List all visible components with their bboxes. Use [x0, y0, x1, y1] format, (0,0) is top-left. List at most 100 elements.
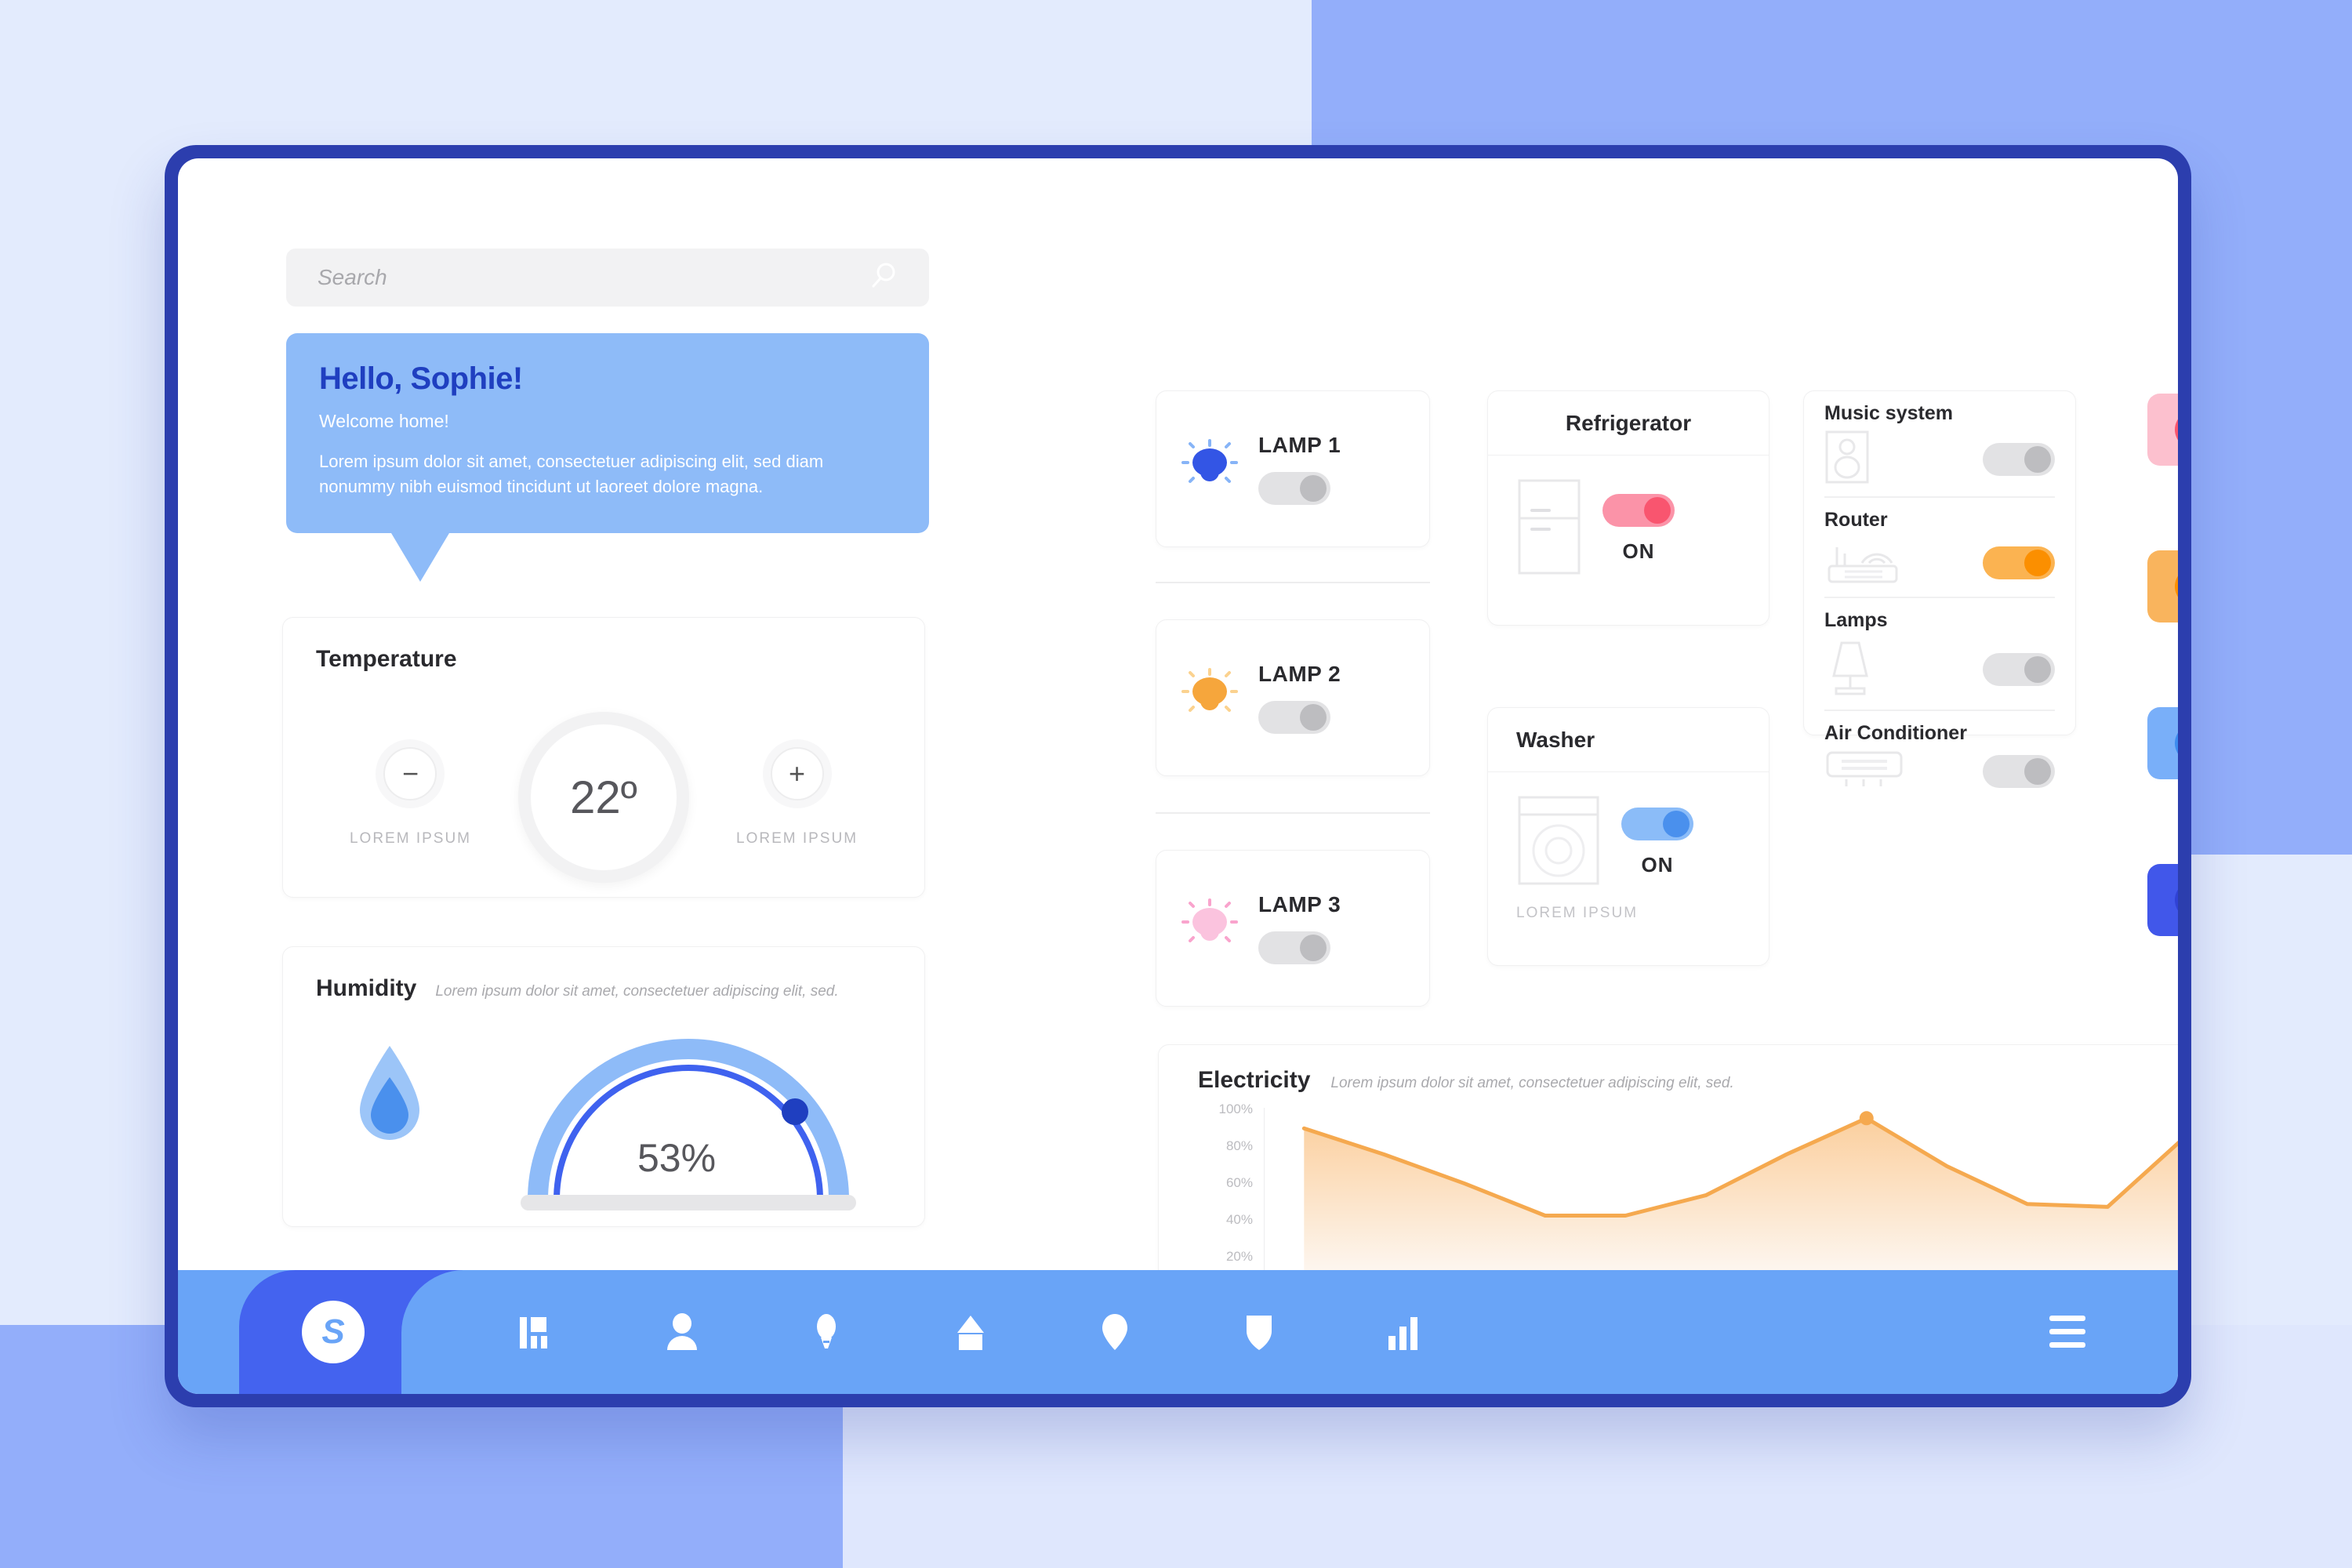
add-button-pink[interactable]: +: [2147, 394, 2178, 466]
lightbulb-icon: [1178, 895, 1241, 962]
humidity-body: 53%: [316, 1002, 891, 1210]
device-list-card: Music system Router: [1803, 390, 2076, 788]
lamp-card[interactable]: LAMP 2: [1156, 619, 1430, 776]
device-row[interactable]: Music system: [1824, 391, 2055, 496]
lamp-toggle[interactable]: [1258, 701, 1330, 734]
washing-machine-icon: [1516, 794, 1601, 891]
user-icon[interactable]: [659, 1309, 705, 1355]
shield-icon[interactable]: [1236, 1309, 1282, 1355]
menu-line: [2049, 1316, 2085, 1321]
app-logo[interactable]: S: [302, 1301, 365, 1363]
lamp-label: LAMP 3: [1258, 892, 1341, 916]
search-input[interactable]: [318, 265, 868, 290]
lamp-info: LAMP 1: [1258, 433, 1341, 505]
toggle-knob: [1300, 475, 1327, 502]
greeting-subtitle: Welcome home!: [319, 411, 449, 431]
refrigerator-controls: ON: [1602, 494, 1675, 564]
air-conditioner-icon: [1824, 750, 1904, 793]
washer-state: ON: [1641, 853, 1674, 877]
humidity-value: 53%: [637, 1136, 717, 1180]
dashboard-icon[interactable]: [515, 1309, 561, 1355]
router-toggle[interactable]: [1983, 546, 2055, 579]
lamps-toggle[interactable]: [1983, 652, 2055, 686]
lightbulb-icon: [1178, 436, 1241, 503]
greeting-body: Lorem ipsum dolor sit amet, consectetuer…: [319, 452, 824, 496]
toggle-knob: [1644, 497, 1671, 524]
add-button-orange[interactable]: +: [2147, 550, 2178, 622]
water-drop-icon: [354, 1043, 426, 1150]
menu-line: [2049, 1329, 2085, 1334]
plus-icon: +: [2174, 563, 2178, 610]
toggle-knob: [2024, 655, 2051, 683]
washer-title: Washer: [1488, 708, 1769, 772]
air-conditioner-toggle[interactable]: [1983, 754, 2055, 788]
device-name: Lamps: [1824, 609, 1888, 631]
nav-curve-decoration: [401, 1270, 511, 1394]
hamburger-menu-icon[interactable]: [2049, 1316, 2085, 1356]
device-row[interactable]: Router: [1824, 496, 2055, 597]
lamp-card[interactable]: LAMP 3: [1156, 850, 1430, 1007]
plus-icon: +: [2174, 720, 2178, 767]
y-tick: 80%: [1225, 1138, 1253, 1153]
lamp-divider: [1156, 582, 1430, 583]
location-pin-icon[interactable]: [1092, 1309, 1138, 1355]
dashboard-screen: Hello, Sophie! Welcome home! Lorem ipsum…: [178, 158, 2178, 1394]
lamp-info: LAMP 3: [1258, 892, 1341, 964]
temperature-decrease-button[interactable]: −: [383, 747, 437, 800]
temperature-title: Temperature: [316, 646, 457, 672]
search-icon[interactable]: [868, 260, 899, 296]
greeting-title: Hello, Sophie!: [319, 361, 523, 396]
y-tick: 40%: [1225, 1212, 1253, 1227]
tablet-frame: Hello, Sophie! Welcome home! Lorem ipsum…: [165, 145, 2191, 1407]
washer-caption: LOREM IPSUM: [1516, 905, 1639, 921]
refrigerator-toggle[interactable]: [1602, 494, 1675, 527]
search-bar[interactable]: [286, 249, 929, 307]
electricity-subtitle: Lorem ipsum dolor sit amet, consectetuer…: [1330, 1075, 1734, 1091]
temperature-value: 22º: [570, 771, 637, 823]
lightbulb-icon[interactable]: [804, 1309, 849, 1355]
bottom-navbar: S: [178, 1270, 2178, 1394]
device-row[interactable]: Lamps: [1824, 597, 2055, 710]
toggle-knob: [2024, 445, 2051, 473]
temperature-card: Temperature − LOREM IPSUM 22º + LOREM IP…: [282, 617, 925, 898]
device-controls: [1824, 536, 2055, 589]
device-name: Air Conditioner: [1824, 722, 1967, 744]
electricity-title: Electricity: [1198, 1067, 1311, 1093]
speaker-icon: [1824, 430, 1870, 488]
add-button-light-blue[interactable]: +: [2147, 707, 2178, 779]
lamp-toggle[interactable]: [1258, 931, 1330, 964]
lamp-label: LAMP 2: [1258, 662, 1341, 686]
lamp-label: LAMP 1: [1258, 433, 1341, 457]
washer-toggle[interactable]: [1621, 808, 1693, 840]
toggle-knob: [1663, 811, 1690, 837]
temperature-dial[interactable]: 22º: [518, 712, 689, 883]
device-name: Router: [1824, 509, 1888, 531]
home-icon[interactable]: [948, 1309, 993, 1355]
toggle-knob: [1300, 935, 1327, 961]
washer-body: ON: [1488, 772, 1769, 891]
device-name: Music system: [1824, 402, 1953, 424]
router-icon: [1824, 536, 1906, 589]
bar-chart-icon[interactable]: [1381, 1309, 1426, 1355]
lamp-divider: [1156, 812, 1430, 814]
add-button-dark-blue[interactable]: +: [2147, 864, 2178, 936]
humidity-card: Humidity Lorem ipsum dolor sit amet, con…: [282, 946, 925, 1227]
lamp-toggle[interactable]: [1258, 472, 1330, 505]
temperature-increase-button[interactable]: +: [770, 747, 824, 800]
electricity-area-chart: [1264, 1108, 2178, 1271]
device-row[interactable]: Air Conditioner: [1824, 710, 2055, 800]
y-tick: 100%: [1218, 1102, 1253, 1116]
menu-line: [2049, 1342, 2085, 1348]
lamp-card[interactable]: LAMP 1: [1156, 390, 1430, 547]
device-controls: [1824, 430, 2055, 488]
greeting-bubble-tail: [391, 533, 449, 582]
temperature-increase-group: + LOREM IPSUM: [736, 747, 858, 848]
nav-items: [515, 1270, 1426, 1394]
music-system-toggle[interactable]: [1983, 442, 2055, 476]
refrigerator-icon: [1516, 477, 1582, 580]
lamp-info: LAMP 2: [1258, 662, 1341, 734]
electricity-header: Electricity Lorem ipsum dolor sit amet, …: [1185, 1067, 2178, 1094]
y-tick: 60%: [1225, 1175, 1253, 1190]
temperature-controls: − LOREM IPSUM 22º + LOREM IPSUM: [283, 712, 924, 883]
humidity-title: Humidity: [316, 975, 417, 1001]
